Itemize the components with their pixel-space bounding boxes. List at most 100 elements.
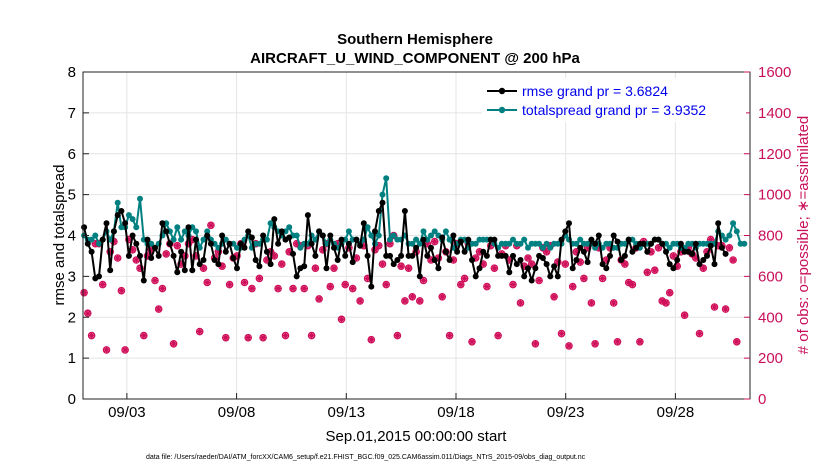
rmse-point [379,199,386,206]
rmse-point [394,257,401,263]
rmse-point [711,261,718,268]
obs-point [218,262,226,271]
chart-title: Southern Hemisphere [337,31,493,48]
rmse-point [245,228,252,235]
rmse-point [204,232,211,239]
obs-point [289,284,297,293]
rmse-point [704,252,710,259]
y-right-tick-label: 400 [758,309,783,326]
rmse-point [256,263,263,270]
obs-point [654,244,663,252]
obs-point [598,274,607,283]
totalspread-point [547,244,554,251]
chart-subtitle: AIRCRAFT_U_WIND_COMPONENT @ 200 hPa [250,50,580,67]
rmse-point [599,261,606,268]
rmse-point [413,244,420,251]
obs-point [315,295,323,303]
rmse-point [349,259,356,266]
obs-point [669,252,678,260]
rmse-point [640,240,647,247]
totalspread-point [323,240,330,247]
totalspread-point [267,220,274,227]
rmse-point [200,257,207,263]
totalspread-point [506,240,513,247]
rmse-point [472,273,479,280]
rmse-point [607,252,613,259]
rmse-point [420,236,427,243]
totalspread-point [521,236,528,243]
rmse-point [122,220,129,227]
rmse-point [398,252,405,259]
rmse-point [215,261,222,268]
obs-point [341,280,350,289]
obs-point [173,241,182,250]
rmse-point [129,232,136,239]
rmse-point [722,250,729,257]
rmse-point [219,232,226,239]
rmse-point [674,257,681,263]
obs-point [255,274,264,283]
obs-point [643,268,652,277]
rmse-point [670,265,677,272]
totalspread-point [174,224,181,231]
obs-point [438,292,447,301]
rmse-point [390,261,397,268]
rmse-point [457,238,464,245]
totalspread-point [88,236,95,243]
totalspread-point [592,244,599,251]
rmse-point [625,236,632,243]
x-tick-label: 09/03 [108,404,146,421]
totalspread-point [297,244,304,251]
totalspread-point [133,224,140,231]
obs-point [695,329,704,338]
rmse-point [372,228,378,235]
totalspread-point [525,244,531,251]
rmse-point [595,232,602,239]
totalspread-point [293,232,300,239]
obs-point [203,278,211,287]
rmse-point [226,240,233,247]
obs-point [650,266,659,275]
obs-point [408,292,417,301]
rmse-point [166,240,173,247]
obs-point [591,339,599,348]
grid [83,72,750,399]
obs-point [222,333,230,342]
y-tick-label: 5 [68,187,76,204]
rmse-point [539,255,546,261]
totalspread-point [390,232,397,239]
totalspread-point [726,232,733,239]
rmse-point [327,232,334,239]
obs-point [102,346,111,354]
obs-point [509,280,517,289]
rmse-point [659,240,666,247]
obs-point [490,264,499,273]
y-tick-label: 7 [68,105,76,122]
y-tick-label: 2 [68,309,76,326]
rmse-point [547,273,554,280]
rmse-point [577,244,584,251]
rmse-point [248,234,255,241]
y-right-tick-label: 1600 [758,64,791,81]
totalspread-point [286,224,293,231]
rmse-point [566,220,572,227]
rmse-point [193,236,199,243]
y-right-tick-label: 800 [758,228,783,245]
rmse-point [718,244,725,251]
obs-point [274,284,282,293]
rmse-point [584,259,591,266]
obs-point [531,339,540,348]
legend-spread-label: totalspread grand pr = 3.9352 [522,102,706,118]
totalspread-point [137,195,143,202]
obs-point [636,337,644,346]
totalspread-point [178,236,185,243]
rmse-point [450,232,457,239]
rmse-point [633,244,640,251]
rmse-point [181,267,188,274]
rmse-point [655,236,662,243]
rmse-point [483,252,490,259]
rmse-point [125,252,132,259]
rmse-point [99,236,106,243]
rmse-point [469,257,475,263]
totalspread-point [368,232,375,239]
